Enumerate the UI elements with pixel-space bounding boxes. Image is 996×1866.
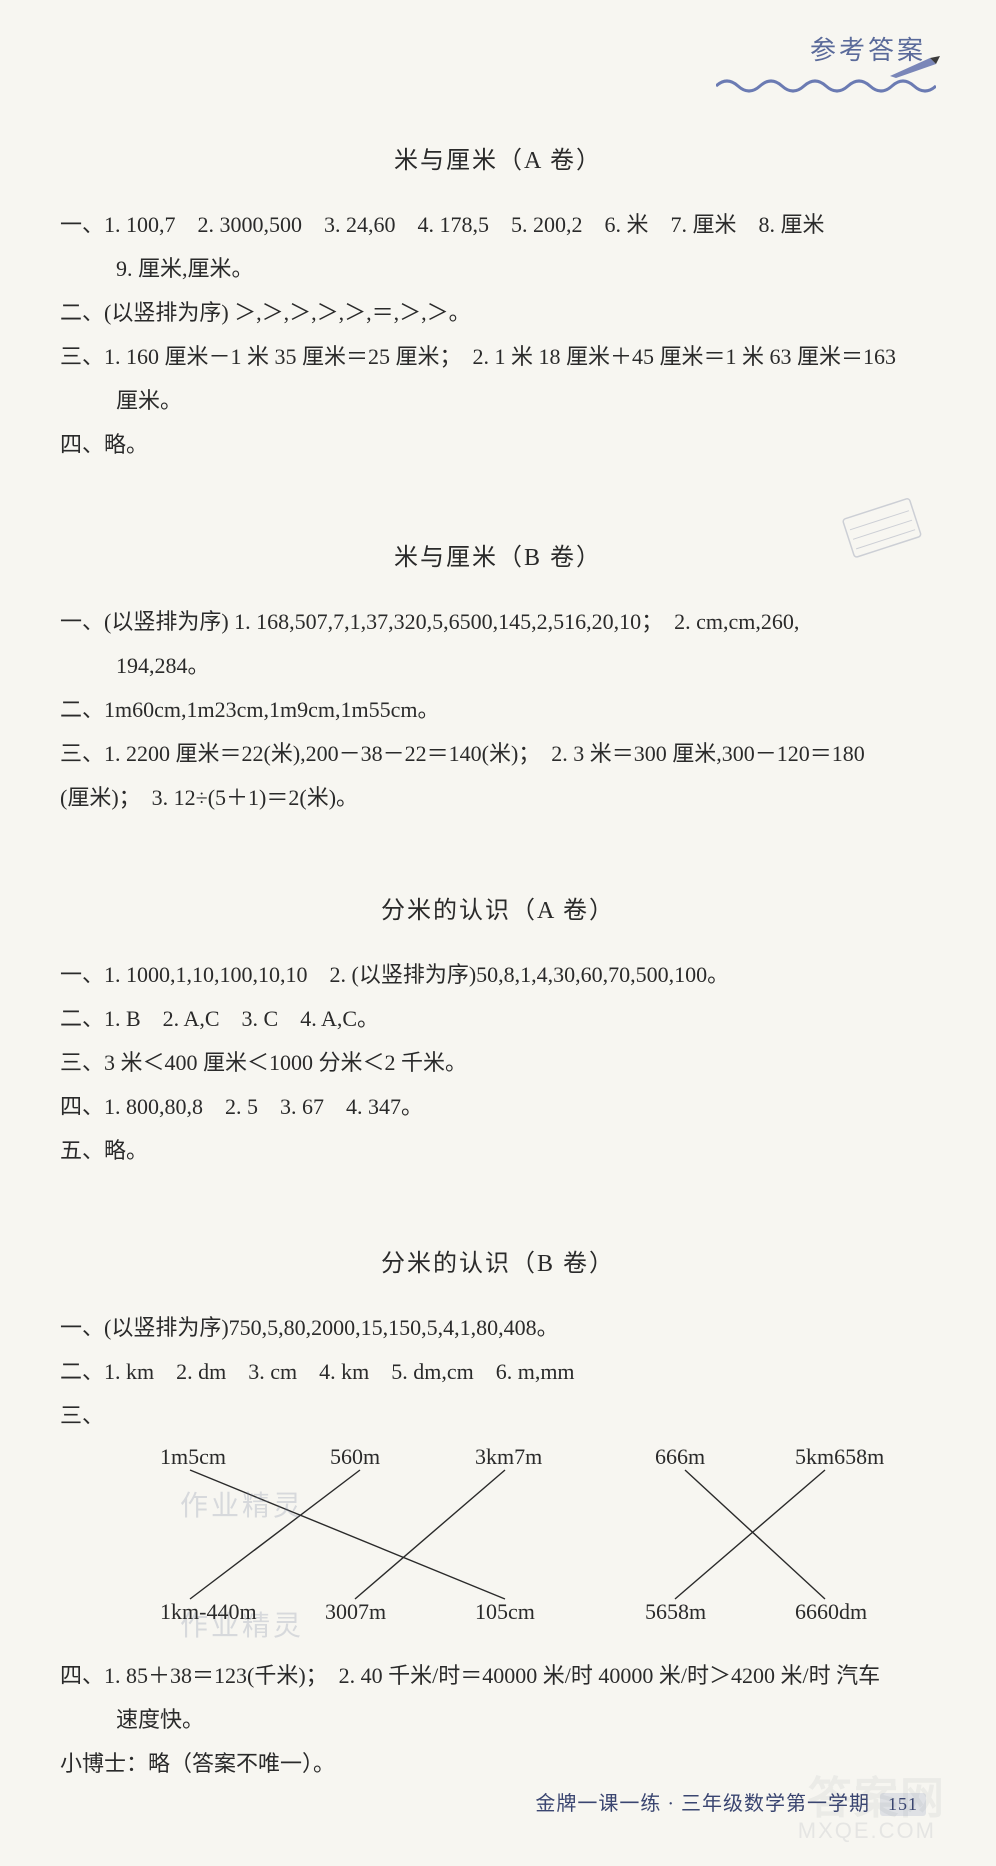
match-bottom-label: 105cm (475, 1599, 535, 1625)
text-line: 速度快。 (60, 1698, 936, 1742)
text-line: 一、(以竖排为序) 1. 168,507,7,1,37,320,5,6500,1… (60, 600, 936, 644)
text-line: 小博士：略（答案不唯一）。 (60, 1742, 936, 1786)
match-bottom-label: 1km-440m (160, 1599, 257, 1625)
match-top-label: 5km658m (795, 1444, 884, 1470)
text-line: 二、1. B 2. A,C 3. C 4. A,C。 (60, 997, 936, 1041)
text-line: 三、3 米＜400 厘米＜1000 分米＜2 千米。 (60, 1041, 936, 1085)
text-line: 二、1. km 2. dm 3. cm 4. km 5. dm,cm 6. m,… (60, 1350, 936, 1394)
match-top-label: 666m (655, 1444, 705, 1470)
text-line: 三、1. 2200 厘米＝22(米),200－38－22＝140(米)； 2. … (60, 732, 936, 776)
text-line: 四、1. 85＋38＝123(千米)； 2. 40 千米/时＝40000 米/时… (60, 1654, 936, 1698)
text-line: 四、略。 (60, 423, 936, 467)
page-number: 151 (880, 1793, 926, 1816)
text-line: 三、 (60, 1394, 936, 1438)
text-line: 一、(以竖排为序)750,5,80,2000,15,150,5,4,1,80,4… (60, 1306, 936, 1350)
text-line: (厘米)； 3. 12÷(5＋1)＝2(米)。 (60, 776, 936, 820)
section-title-b2: 分米的认识（B 卷） (60, 1243, 936, 1278)
text-line: 五、略。 (60, 1129, 936, 1173)
text-line: 一、1. 100,7 2. 3000,500 3. 24,60 4. 178,5… (60, 203, 936, 247)
text-line: 一、1. 1000,1,10,100,10,10 2. (以竖排为序)50,8,… (60, 953, 936, 997)
footer-text: 金牌一课一练 · 三年级数学第一学期 (535, 1793, 870, 1815)
text-line: 194,284。 (60, 644, 936, 688)
text-line: 9. 厘米,厘米。 (60, 247, 936, 291)
text-line: 二、1m60cm,1m23cm,1m9cm,1m55cm。 (60, 688, 936, 732)
matching-diagram: 作业精灵 作业精灵 1m5cm560m3km7m666m5km658m1km-4… (60, 1444, 936, 1654)
match-bottom-label: 6660dm (795, 1599, 867, 1625)
section-title-a2: 分米的认识（A 卷） (60, 890, 936, 925)
page-footer: 金牌一课一练 · 三年级数学第一学期 151 (535, 1787, 926, 1816)
match-top-label: 3km7m (475, 1444, 542, 1470)
match-top-label: 560m (330, 1444, 380, 1470)
match-bottom-label: 3007m (325, 1599, 386, 1625)
text-line: 四、1. 800,80,8 2. 5 3. 67 4. 347。 (60, 1085, 936, 1129)
match-bottom-label: 5658m (645, 1599, 706, 1625)
match-top-label: 1m5cm (160, 1444, 226, 1470)
section-title-a1: 米与厘米（A 卷） (60, 140, 936, 175)
text-line: 三、1. 160 厘米－1 米 35 厘米＝25 厘米； 2. 1 米 18 厘… (60, 335, 936, 379)
section-title-b1: 米与厘米（B 卷） (60, 537, 936, 572)
text-line: 厘米。 (60, 379, 936, 423)
pen-icon (886, 52, 942, 80)
stamp-icon (836, 490, 926, 560)
watermark-text: 作业精灵 (180, 1484, 304, 1524)
footer-watermark-url: MXQE.COM (798, 1818, 936, 1844)
page-root: 参考答案 米与厘米（A 卷） 一、1. 100,7 2. 3000,500 3.… (0, 0, 996, 1866)
text-line: 二、(以竖排为序) ＞,＞,＞,＞,＞,＝,＞,＞。 (60, 291, 936, 335)
